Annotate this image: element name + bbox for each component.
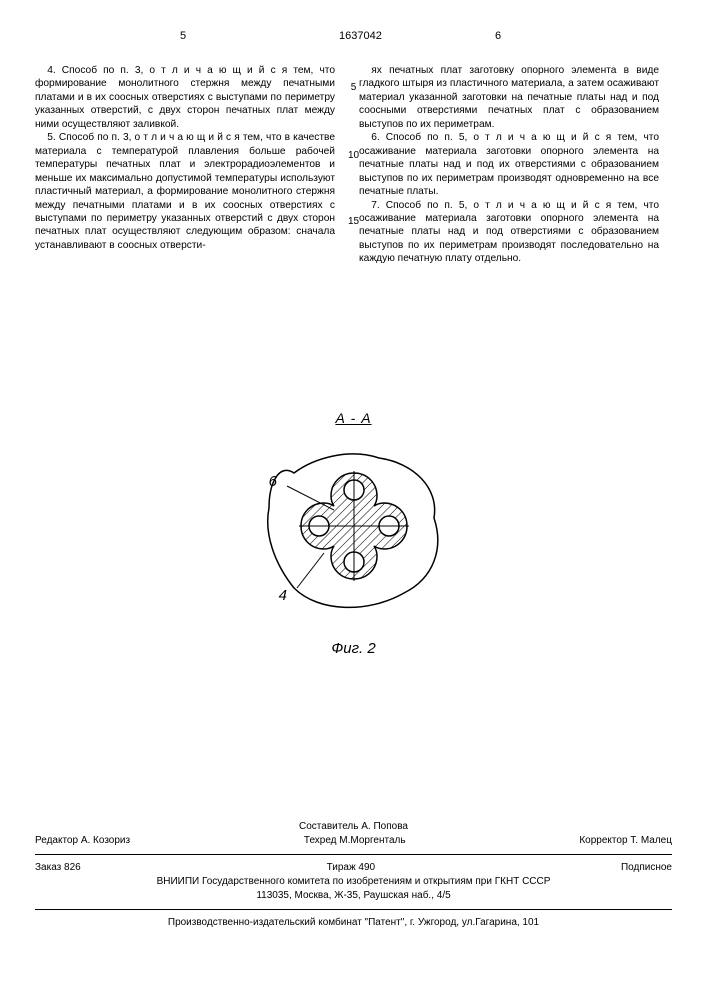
claim-6: 6. Способ по п. 5, о т л и ч а ю щ и й с…: [359, 131, 659, 198]
figure-svg: 6 4: [239, 428, 469, 638]
doc-number: 1637042: [339, 30, 382, 42]
section-label: А - А: [0, 410, 707, 426]
print-run: Тираж 490: [327, 861, 376, 875]
left-column-number: 5: [180, 30, 186, 42]
callout-4: 4: [278, 587, 286, 604]
figure-2: А - А 6 4 Фиг. 2: [0, 410, 707, 657]
subscription: Подписное: [621, 861, 672, 875]
figure-caption: Фиг. 2: [0, 640, 707, 657]
rule: [35, 854, 672, 855]
patent-page: 5 1637042 6 5 10 15 4. Способ по п. 3, о…: [0, 0, 707, 1000]
text-columns: 4. Способ по п. 3, о т л и ч а ю щ и й с…: [35, 64, 672, 266]
claim-5-cont: ях печатных плат заготовку опорного элем…: [359, 64, 659, 131]
org-line-1: ВНИИПИ Государственного комитета по изоб…: [35, 875, 672, 889]
right-column: ях печатных плат заготовку опорного элем…: [359, 64, 659, 266]
org-line-2: Производственно-издательский комбинат "П…: [35, 916, 672, 930]
addr-line-1: 113035, Москва, Ж-35, Раушская наб., 4/5: [35, 889, 672, 903]
claim-4: 4. Способ по п. 3, о т л и ч а ю щ и й с…: [35, 64, 335, 131]
right-column-number: 6: [495, 30, 501, 42]
claim-7: 7. Способ по п. 5, о т л и ч а ю щ и й с…: [359, 199, 659, 266]
editor: Редактор А. Козориз: [35, 834, 130, 848]
tech-editor: Техред М.Моргенталь: [304, 834, 406, 848]
colophon: Составитель А. Попова Редактор А. Козори…: [35, 820, 672, 930]
order: Заказ 826: [35, 861, 81, 875]
left-column: 4. Способ по п. 3, о т л и ч а ю щ и й с…: [35, 64, 335, 266]
claim-5: 5. Способ по п. 3, о т л и ч а ю щ и й с…: [35, 131, 335, 252]
corrector: Корректор Т. Малец: [579, 834, 672, 848]
page-header: 5 1637042 6: [35, 30, 672, 50]
rule: [35, 909, 672, 910]
callout-6: 6: [268, 473, 277, 490]
compiler: Составитель А. Попова: [35, 820, 672, 834]
